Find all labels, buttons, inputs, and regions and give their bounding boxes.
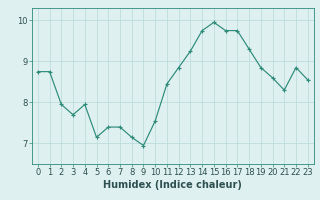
X-axis label: Humidex (Indice chaleur): Humidex (Indice chaleur): [103, 180, 242, 190]
